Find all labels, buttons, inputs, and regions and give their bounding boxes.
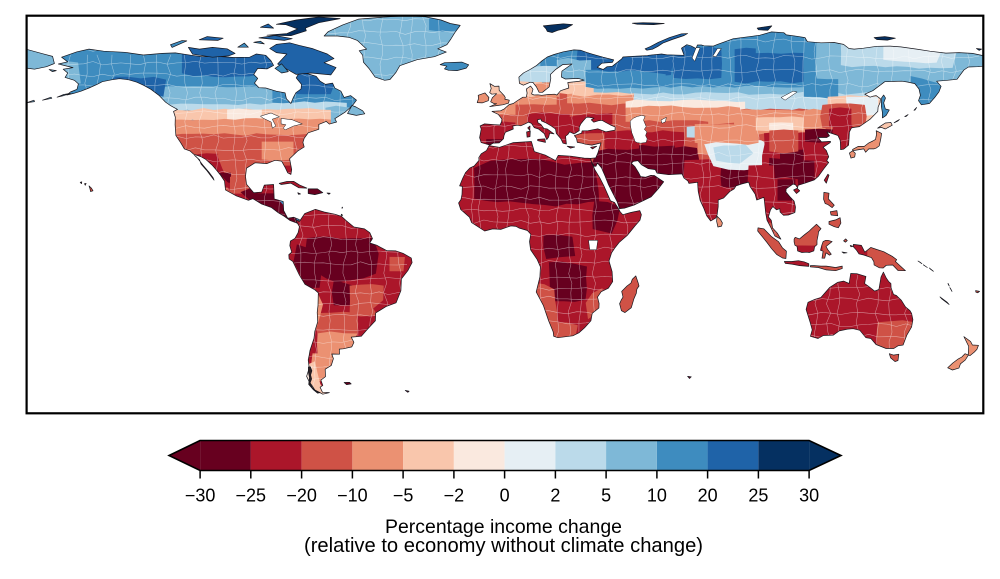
svg-text:Percentage income change: Percentage income change xyxy=(385,516,622,538)
svg-text:−30: −30 xyxy=(185,486,216,506)
svg-text:20: 20 xyxy=(698,486,718,506)
svg-text:10: 10 xyxy=(647,486,667,506)
svg-text:30: 30 xyxy=(799,486,819,506)
svg-text:−5: −5 xyxy=(393,486,414,506)
svg-text:−25: −25 xyxy=(236,486,267,506)
svg-text:(relative to economy without c: (relative to economy without climate cha… xyxy=(304,535,703,557)
svg-text:0: 0 xyxy=(500,486,510,506)
svg-text:−2: −2 xyxy=(444,486,465,506)
svg-text:5: 5 xyxy=(601,486,611,506)
svg-text:25: 25 xyxy=(748,486,768,506)
svg-text:−10: −10 xyxy=(337,486,368,506)
svg-text:2: 2 xyxy=(550,486,560,506)
svg-text:−20: −20 xyxy=(286,486,317,506)
